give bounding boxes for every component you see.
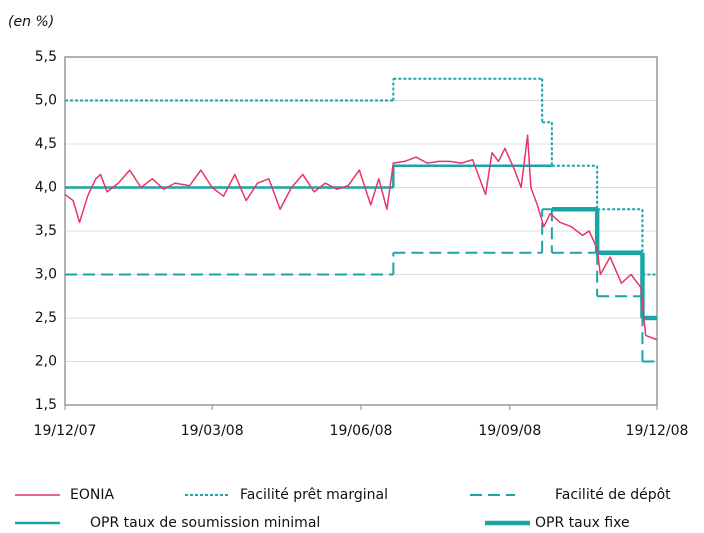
y-tick-label: 5,5 xyxy=(35,49,57,65)
line-eonia xyxy=(64,134,658,341)
x-tick-label: 19/03/08 xyxy=(181,423,244,439)
y-tick-label: 5,0 xyxy=(35,93,57,109)
legend-label: Facilité prêt marginal xyxy=(240,487,388,503)
y-axis-label: (en %) xyxy=(8,14,54,30)
legend-label: Facilité de dépôt xyxy=(555,487,671,503)
y-tick-label: 3,5 xyxy=(35,223,57,239)
y-tick-label: 2,0 xyxy=(35,354,57,370)
y-tick-label: 4,0 xyxy=(35,180,57,196)
x-tick-label: 19/09/08 xyxy=(478,423,541,439)
x-tick-label: 19/06/08 xyxy=(330,423,393,439)
legend-label: EONIA xyxy=(70,487,114,503)
y-tick-label: 2,5 xyxy=(35,310,57,326)
y-tick-label: 3,0 xyxy=(35,267,57,283)
x-tick-label: 19/12/08 xyxy=(626,423,689,439)
legend-label: OPR taux de soumission minimal xyxy=(90,515,320,531)
plot-frame xyxy=(64,56,658,406)
y-tick-label: 1,5 xyxy=(35,397,57,413)
x-tick-label: 19/12/07 xyxy=(34,423,97,439)
y-tick-label: 4,5 xyxy=(35,136,57,152)
legend-label: OPR taux fixe xyxy=(535,515,630,531)
